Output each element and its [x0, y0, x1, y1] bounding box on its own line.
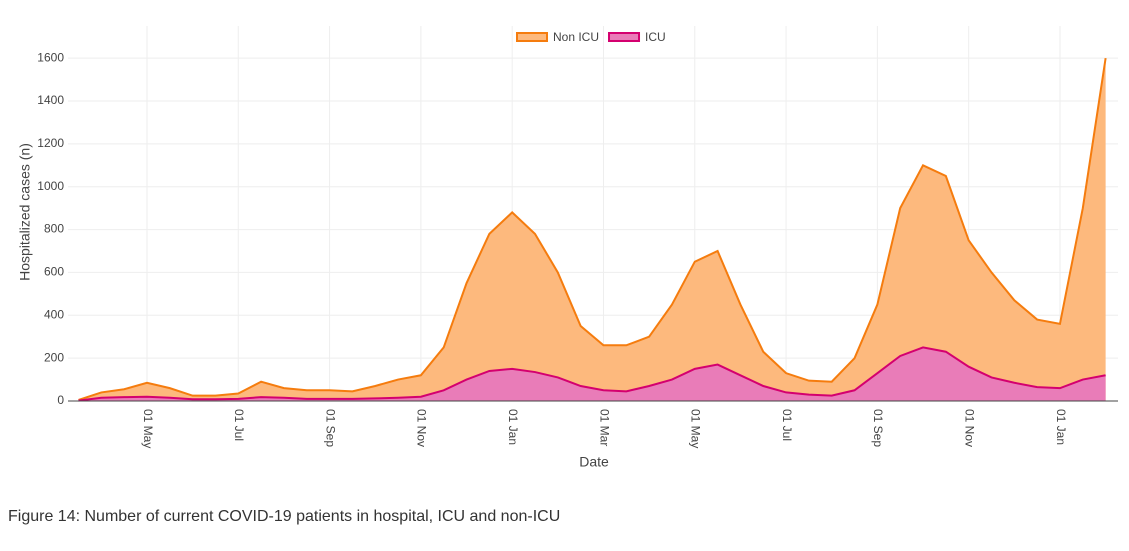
caption: Figure 14: Number of current COVID-19 pa… [8, 508, 560, 525]
x-tick-label: 01 Nov [415, 409, 429, 447]
x-axis-label: Date [579, 454, 609, 470]
plot [68, 26, 1118, 402]
y-tick-label: 200 [44, 350, 64, 364]
x-tick-label: 01 May [141, 409, 155, 448]
x-tick-label: 01 Jan [506, 409, 520, 445]
x-tick-label: 01 Jul [232, 409, 246, 441]
y-tick-label: 1400 [37, 93, 64, 107]
x-tick-label: 01 Sep [871, 409, 885, 447]
area-fill [78, 347, 1106, 401]
y-axis-label: Hospitalized cases (n) [17, 143, 33, 281]
x-tick-label: 01 Nov [963, 409, 977, 447]
area-line [78, 346, 1106, 402]
legend-swatch [608, 32, 641, 42]
x-tick-label: 01 Sep [323, 409, 337, 447]
x-tick-label: 01 Mar [597, 409, 611, 446]
y-tick-label: 1600 [37, 50, 64, 64]
legend-label: Non ICU [553, 30, 599, 44]
x-tick-label: 01 Jan [1054, 409, 1068, 445]
area-line [78, 57, 1107, 401]
legend-swatch [516, 32, 548, 42]
y-tick-label: 600 [44, 265, 64, 279]
x-tick-label: 01 Jul [780, 409, 794, 441]
legend-label: ICU [645, 30, 666, 44]
y-tick-label: 1200 [37, 136, 64, 150]
area-fill [78, 58, 1106, 402]
x-tick-label: 01 May [689, 409, 703, 448]
y-tick-label: 0 [57, 393, 64, 407]
y-tick-label: 400 [44, 307, 64, 321]
y-tick-label: 1000 [37, 179, 64, 193]
y-tick-label: 800 [44, 222, 64, 236]
